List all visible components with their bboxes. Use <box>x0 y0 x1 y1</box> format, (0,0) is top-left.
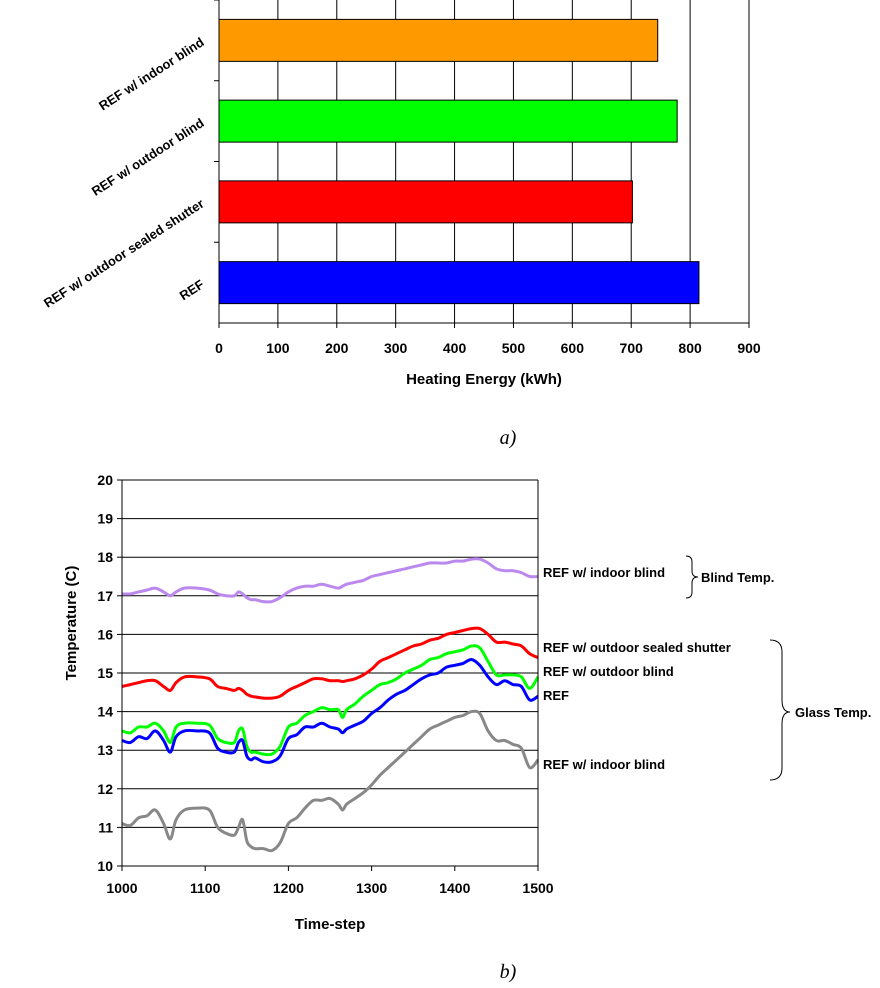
bar <box>218 180 633 224</box>
series-line <box>121 644 540 757</box>
line-y-axis-title: Temperature (C) <box>63 566 80 681</box>
bar <box>218 99 678 143</box>
line-y-tick-label: 16 <box>97 626 113 642</box>
bar-x-tick-label: 600 <box>561 340 585 356</box>
line-x-axis-title: Time-step <box>295 916 366 933</box>
bar-x-tick-label: 700 <box>620 340 644 356</box>
series-line <box>121 709 540 853</box>
series-label: REF <box>543 688 569 703</box>
bar-category-label: REF w/ indoor blind <box>96 34 207 113</box>
line-y-tick-label: 13 <box>97 742 113 758</box>
line-y-tick-label: 18 <box>97 549 113 565</box>
line-chart-temperature: 10 11 12 13 14 15 16 17 18 19 20 1000 1100 1200 1300 1… <box>63 472 871 983</box>
series-label: REF w/ indoor blind <box>543 565 665 580</box>
bar-x-tick-label: 200 <box>325 340 349 356</box>
bar-chart-heating-energy: 0 100 200 300 400 500 600 700 800 900 REF w/ indo… <box>41 0 761 449</box>
line-x-tick-label: 1200 <box>273 880 304 896</box>
bar <box>218 261 700 305</box>
line-y-tick-label: 14 <box>97 704 113 720</box>
series-line <box>121 658 539 764</box>
series-line <box>121 557 539 604</box>
line-y-tick-label: 19 <box>97 511 113 527</box>
line-y-tick-label: 11 <box>98 819 113 835</box>
line-x-tick-label: 1500 <box>522 880 553 896</box>
series-label: REF w/ outdoor blind <box>543 664 674 679</box>
bar-category-label: REF w/ outdoor blind <box>89 115 207 199</box>
line-x-tick-label: 1000 <box>106 880 137 896</box>
line-x-tick-label: 1100 <box>190 880 221 896</box>
line-y-tick-label: 15 <box>97 665 113 681</box>
bar-x-tick-label: 800 <box>678 340 702 356</box>
series-label: REF w/ indoor blind <box>543 757 665 772</box>
bar-x-tick-label: 0 <box>215 340 223 356</box>
series-line <box>121 626 539 700</box>
blind-temp-brace <box>685 555 699 599</box>
line-x-tick-label: 1400 <box>439 880 470 896</box>
bar <box>218 18 659 62</box>
caption-b: b) <box>500 961 517 983</box>
series-label: REF w/ outdoor sealed shutter <box>543 640 731 655</box>
line-y-tick-label: 12 <box>97 781 113 797</box>
line-y-tick-label: 20 <box>97 472 113 488</box>
line-y-tick-label: 17 <box>97 588 113 604</box>
bar-x-axis-title: Heating Energy (kWh) <box>406 371 562 388</box>
annotation-blind-temp: Blind Temp. <box>701 570 774 585</box>
bar-x-tick-label: 400 <box>443 340 467 356</box>
bar-x-tick-label: 100 <box>266 340 290 356</box>
line-y-tick-label: 10 <box>97 858 113 874</box>
annotation-glass-temp: Glass Temp. <box>795 705 871 720</box>
bar-x-tick-label: 300 <box>384 340 408 356</box>
bar-x-tick-label: 500 <box>502 340 526 356</box>
line-x-tick-label: 1300 <box>356 880 387 896</box>
caption-a: a) <box>500 427 517 449</box>
bar-category-label: REF <box>177 277 207 304</box>
bar-x-tick-label: 900 <box>737 340 761 356</box>
glass-temp-brace <box>769 639 791 781</box>
